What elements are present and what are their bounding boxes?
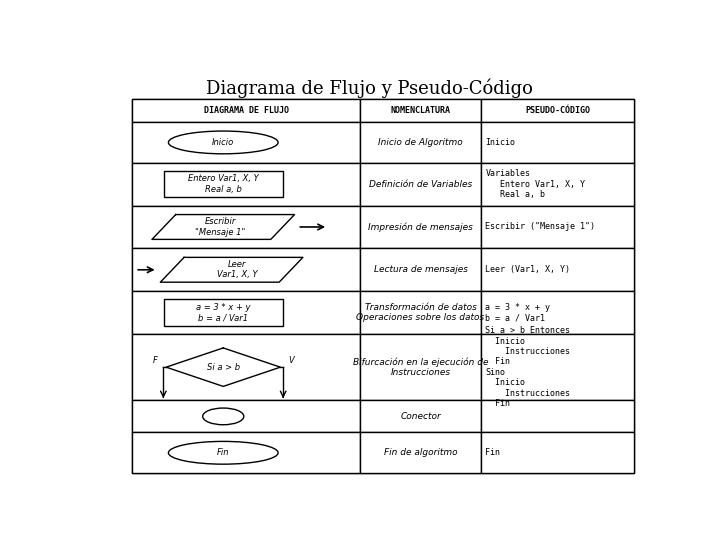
Bar bbox=[132, 163, 360, 206]
Polygon shape bbox=[161, 258, 303, 282]
Bar bbox=[360, 433, 481, 473]
Text: a = 3 * x + y
b = a / Var1: a = 3 * x + y b = a / Var1 bbox=[196, 303, 251, 322]
Bar bbox=[360, 206, 481, 248]
Ellipse shape bbox=[203, 408, 244, 425]
Ellipse shape bbox=[168, 441, 278, 464]
Text: Bifurcación en la ejecución de
Instrucciones: Bifurcación en la ejecución de Instrucci… bbox=[353, 357, 488, 377]
Bar bbox=[481, 206, 634, 248]
Text: F: F bbox=[153, 356, 158, 364]
Bar bbox=[132, 334, 360, 400]
Bar bbox=[360, 400, 481, 433]
Bar bbox=[360, 291, 481, 334]
Bar bbox=[360, 163, 481, 206]
Bar bbox=[481, 433, 634, 473]
Text: NOMENCLATURA: NOMENCLATURA bbox=[391, 106, 451, 115]
Text: Variables
   Entero Var1, X, Y
   Real a, b: Variables Entero Var1, X, Y Real a, b bbox=[485, 169, 585, 199]
Bar bbox=[360, 122, 481, 163]
Bar bbox=[481, 248, 634, 291]
Bar bbox=[132, 400, 360, 433]
Text: Fin: Fin bbox=[485, 448, 500, 457]
Bar bbox=[132, 206, 360, 248]
Bar bbox=[481, 122, 634, 163]
Text: Fin: Fin bbox=[217, 448, 230, 457]
Text: Definición de Variables: Definición de Variables bbox=[369, 180, 472, 188]
Text: Inicio: Inicio bbox=[212, 138, 235, 147]
Bar bbox=[164, 171, 283, 198]
Text: Diagrama de Flujo y Pseudo-Código: Diagrama de Flujo y Pseudo-Código bbox=[206, 78, 532, 98]
Bar bbox=[481, 291, 634, 334]
Bar bbox=[132, 248, 360, 291]
Text: Leer
Var1, X, Y: Leer Var1, X, Y bbox=[217, 260, 258, 280]
Text: Entero Var1, X, Y
Real a, b: Entero Var1, X, Y Real a, b bbox=[188, 174, 258, 194]
Bar bbox=[132, 433, 360, 473]
Text: Inicio: Inicio bbox=[485, 138, 516, 147]
Text: Escribir ("Mensaje 1"): Escribir ("Mensaje 1") bbox=[485, 222, 595, 232]
Text: PSEUDO-CÓDIGO: PSEUDO-CÓDIGO bbox=[525, 106, 590, 115]
Text: Transformación de datos
Operaciones sobre los datos: Transformación de datos Operaciones sobr… bbox=[356, 303, 485, 322]
Text: V: V bbox=[289, 356, 294, 364]
Bar bbox=[132, 122, 360, 163]
Text: Leer (Var1, X, Y): Leer (Var1, X, Y) bbox=[485, 265, 570, 274]
Bar bbox=[360, 248, 481, 291]
Text: Fin de algoritmo: Fin de algoritmo bbox=[384, 448, 457, 457]
Bar bbox=[132, 99, 360, 122]
Bar bbox=[481, 400, 634, 433]
Bar bbox=[164, 299, 283, 326]
Text: Lectura de mensajes: Lectura de mensajes bbox=[374, 265, 467, 274]
Ellipse shape bbox=[168, 131, 278, 154]
Text: Si a > b: Si a > b bbox=[207, 363, 240, 372]
Bar bbox=[132, 291, 360, 334]
Text: a = 3 * x + y
b = a / Var1: a = 3 * x + y b = a / Var1 bbox=[485, 303, 550, 322]
Bar bbox=[481, 163, 634, 206]
Text: DIAGRAMA DE FLUJO: DIAGRAMA DE FLUJO bbox=[204, 106, 289, 115]
Polygon shape bbox=[166, 348, 280, 387]
Text: Si a > b Entonces
  Inicio
    Instrucciones
  Fin
Sino
  Inicio
    Instruccion: Si a > b Entonces Inicio Instrucciones F… bbox=[485, 326, 570, 408]
Bar bbox=[360, 99, 481, 122]
Polygon shape bbox=[152, 214, 294, 239]
Text: Conector: Conector bbox=[400, 412, 441, 421]
Bar bbox=[481, 99, 634, 122]
Text: Impresión de mensajes: Impresión de mensajes bbox=[368, 222, 473, 232]
Bar bbox=[481, 334, 634, 400]
Text: Escribir
"Mensaje 1": Escribir "Mensaje 1" bbox=[195, 217, 246, 237]
Text: Inicio de Algoritmo: Inicio de Algoritmo bbox=[378, 138, 463, 147]
Bar bbox=[360, 334, 481, 400]
